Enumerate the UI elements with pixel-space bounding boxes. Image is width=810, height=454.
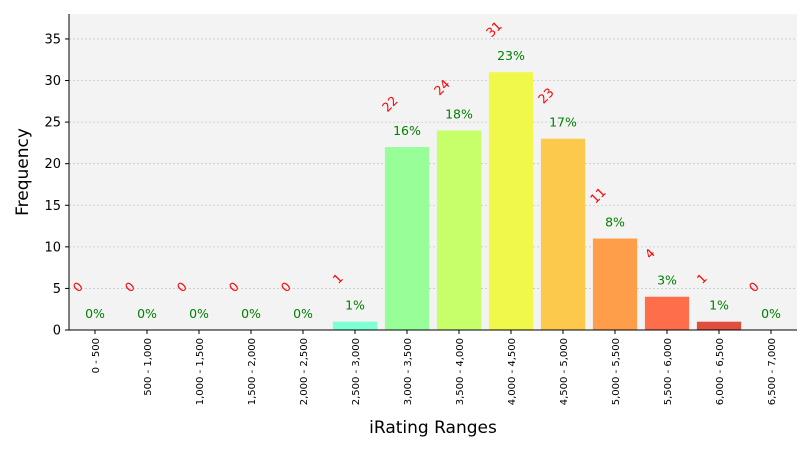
percent-label: 1% bbox=[709, 298, 729, 313]
x-tick-label: 4,500 - 5,000 bbox=[559, 338, 570, 405]
x-tick-label: 6,000 - 6,500 bbox=[715, 338, 726, 405]
axes bbox=[68, 14, 797, 331]
x-tick-label: 4,000 - 4,500 bbox=[507, 338, 518, 405]
percent-label: 0% bbox=[761, 306, 781, 321]
y-ticks: 0 5 10 15 20 25 30 35 bbox=[44, 32, 69, 339]
percent-label: 1% bbox=[345, 298, 365, 313]
y-tick-label: 20 bbox=[44, 157, 61, 172]
x-tick-label: 1,000 - 1,500 bbox=[195, 338, 206, 405]
x-tick-label: 3,000 - 3,500 bbox=[403, 338, 414, 405]
y-tick-label: 15 bbox=[44, 199, 61, 214]
y-tick-label: 35 bbox=[44, 32, 61, 47]
percent-label: 0% bbox=[189, 306, 209, 321]
y-tick-label: 0 bbox=[53, 324, 61, 339]
y-tick-label: 30 bbox=[44, 74, 61, 89]
percent-label: 0% bbox=[241, 306, 261, 321]
percent-label: 3% bbox=[657, 273, 677, 288]
bar bbox=[540, 138, 586, 330]
plot-area bbox=[69, 14, 797, 330]
percent-label: 8% bbox=[605, 215, 625, 230]
bars bbox=[332, 72, 742, 331]
bar bbox=[488, 72, 534, 331]
y-tick-label: 10 bbox=[44, 240, 61, 255]
x-tick-label: 1,500 - 2,000 bbox=[247, 338, 258, 405]
bar bbox=[332, 321, 378, 330]
grid-lines bbox=[69, 38, 797, 289]
percent-label: 23% bbox=[497, 48, 525, 63]
x-tick-label: 0 - 500 bbox=[91, 338, 102, 373]
y-tick-label: 5 bbox=[53, 282, 61, 297]
x-tick-label: 2,500 - 3,000 bbox=[351, 338, 362, 405]
y-axis-title: Frequency bbox=[13, 128, 33, 216]
x-ticks: 0 - 500 500 - 1,000 1,000 - 1,500 1,500 - 2… bbox=[91, 330, 778, 405]
bar bbox=[592, 238, 638, 330]
x-tick-label: 5,500 - 6,000 bbox=[663, 338, 674, 405]
bar bbox=[436, 130, 482, 330]
percent-label: 18% bbox=[445, 106, 473, 121]
percent-label: 16% bbox=[393, 123, 421, 138]
percent-label: 0% bbox=[293, 306, 313, 321]
x-tick-label: 2,000 - 2,500 bbox=[299, 338, 310, 405]
x-axis-title: iRating Ranges bbox=[369, 418, 497, 438]
percent-label: 0% bbox=[137, 306, 157, 321]
x-tick-label: 6,500 - 7,000 bbox=[767, 338, 778, 405]
bar bbox=[644, 296, 690, 330]
x-tick-label: 3,500 - 4,000 bbox=[455, 338, 466, 405]
y-tick-label: 25 bbox=[44, 116, 61, 131]
percent-label: 17% bbox=[549, 115, 577, 130]
x-tick-label: 500 - 1,000 bbox=[143, 338, 154, 396]
percent-label: 0% bbox=[85, 306, 105, 321]
bar bbox=[384, 147, 430, 330]
bar bbox=[696, 321, 742, 330]
x-tick-label: 5,000 - 5,500 bbox=[611, 338, 622, 405]
